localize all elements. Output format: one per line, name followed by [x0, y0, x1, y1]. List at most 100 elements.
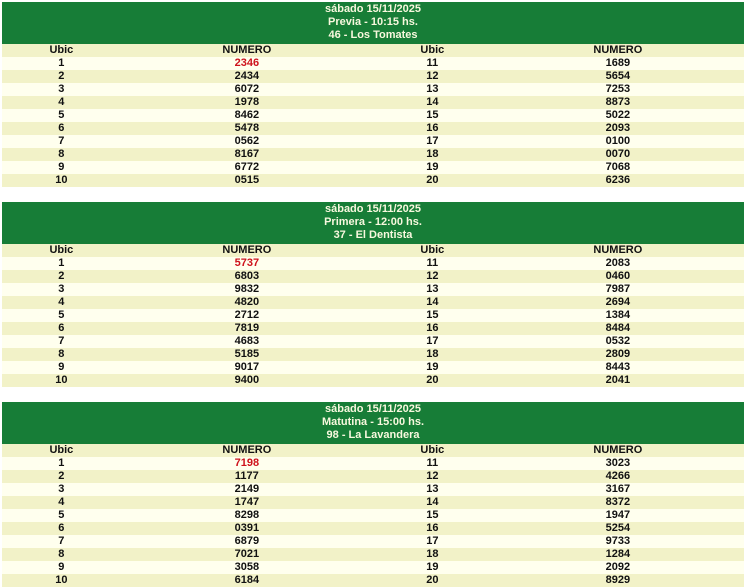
numero-cell: 6803: [234, 270, 260, 282]
numero-cell: 4683: [234, 335, 260, 347]
numero-cell: 2093: [605, 122, 631, 134]
draw-results-body: 1 2346 11 1689 2 2434 12 5654 3 6072 13 7253 4 1978 14…: [2, 57, 744, 187]
col-header-ubic: Ubic: [372, 444, 492, 457]
numero-cell: 0562: [234, 135, 260, 147]
col-header-ubic: Ubic: [2, 244, 121, 257]
ubic-cell: 14: [426, 96, 439, 108]
numero-cell: 6236: [605, 174, 631, 186]
draw-header: sábado 15/11/2025 Matutina - 15:00 hs. 9…: [2, 402, 744, 444]
ubic-cell: 17: [426, 335, 439, 347]
table-row: 4 4820 14 2694: [2, 296, 744, 309]
ubic-cell: 15: [426, 109, 439, 121]
numero-cell: 8443: [605, 361, 631, 373]
numero-cell: 2149: [234, 483, 260, 495]
numero-cell: 6772: [234, 161, 260, 173]
ubic-cell: 10: [55, 374, 68, 386]
table-row: 6 0391 16 5254: [2, 522, 744, 535]
numero-cell: 8929: [605, 574, 631, 586]
ubic-cell: 12: [426, 270, 439, 282]
draw-winner: 98 - La Lavandera: [326, 429, 420, 441]
numero-cell: 6072: [234, 83, 260, 95]
table-row: 4 1978 14 8873: [2, 96, 744, 109]
draw-name: Previa - 10:15 hs.: [328, 16, 418, 28]
numero-cell: 7987: [605, 283, 631, 295]
numero-cell: 8484: [605, 322, 631, 334]
ubic-cell: 20: [426, 174, 439, 186]
numero-cell: 7198: [234, 457, 260, 469]
numero-cell: 2092: [605, 561, 631, 573]
ubic-cell: 14: [426, 296, 439, 308]
numero-cell: 2809: [605, 348, 631, 360]
numero-cell: 9733: [605, 535, 631, 547]
draw-table: sábado 15/11/2025 Previa - 10:15 hs. 46 …: [2, 2, 744, 187]
draw-table: sábado 15/11/2025 Matutina - 15:00 hs. 9…: [2, 402, 744, 587]
ubic-cell: 15: [426, 309, 439, 321]
ubic-cell: 10: [55, 574, 68, 586]
numero-cell: 6879: [234, 535, 260, 547]
numero-cell: 1689: [605, 57, 631, 69]
draw-results-body: 1 5737 11 2083 2 6803 12 0460 3 9832 13 7987 4 4820 14…: [2, 257, 744, 387]
numero-cell: 8298: [234, 509, 260, 521]
ubic-cell: 12: [426, 70, 439, 82]
numero-cell: 4266: [605, 470, 631, 482]
numero-cell: 8167: [234, 148, 260, 160]
ubic-cell: 19: [426, 161, 439, 173]
table-row: 2 6803 12 0460: [2, 270, 744, 283]
ubic-cell: 6: [58, 122, 65, 134]
numero-cell: 5254: [605, 522, 631, 534]
ubic-cell: 16: [426, 322, 439, 334]
numero-cell: 5737: [234, 257, 260, 269]
numero-cell: 0100: [605, 135, 631, 147]
numero-cell: 2694: [605, 296, 631, 308]
table-row: 10 9400 20 2041: [2, 374, 744, 387]
table-row: 2 1177 12 4266: [2, 470, 744, 483]
numero-cell: 0515: [234, 174, 260, 186]
numero-cell: 5478: [234, 122, 260, 134]
ubic-cell: 1: [58, 57, 65, 69]
numero-cell: 2712: [234, 309, 260, 321]
col-header-ubic: Ubic: [2, 44, 121, 57]
numero-cell: 5654: [605, 70, 631, 82]
draw-winner: 37 - El Dentista: [333, 229, 413, 241]
numero-cell: 2434: [234, 70, 260, 82]
table-row: 2 2434 12 5654: [2, 70, 744, 83]
table-row: 3 2149 13 3167: [2, 483, 744, 496]
ubic-cell: 20: [426, 574, 439, 586]
ubic-cell: 8: [58, 548, 65, 560]
table-row: 5 2712 15 1384: [2, 309, 744, 322]
numero-cell: 5185: [234, 348, 260, 360]
table-row: 10 6184 20 8929: [2, 574, 744, 587]
ubic-cell: 8: [58, 348, 65, 360]
ubic-cell: 5: [58, 309, 65, 321]
table-row: 1 5737 11 2083: [2, 257, 744, 270]
numero-cell: 7819: [234, 322, 260, 334]
numero-cell: 8873: [605, 96, 631, 108]
draw-header: sábado 15/11/2025 Primera - 12:00 hs. 37…: [2, 202, 744, 244]
draw-header: sábado 15/11/2025 Previa - 10:15 hs. 46 …: [2, 2, 744, 44]
ubic-cell: 13: [426, 83, 439, 95]
numero-cell: 5022: [605, 109, 631, 121]
numero-cell: 2041: [605, 374, 631, 386]
table-row: 8 8167 18 0070: [2, 148, 744, 161]
ubic-cell: 1: [58, 457, 65, 469]
table-row: 3 9832 13 7987: [2, 283, 744, 296]
table-row: 6 5478 16 2093: [2, 122, 744, 135]
ubic-cell: 10: [55, 174, 68, 186]
ubic-cell: 5: [58, 509, 65, 521]
numero-cell: 1747: [234, 496, 260, 508]
numero-cell: 2346: [234, 57, 260, 69]
draw-table: sábado 15/11/2025 Primera - 12:00 hs. 37…: [2, 202, 744, 387]
ubic-cell: 3: [58, 83, 65, 95]
table-row: 9 9017 19 8443: [2, 361, 744, 374]
table-row: 4 1747 14 8372: [2, 496, 744, 509]
ubic-cell: 9: [58, 561, 65, 573]
ubic-cell: 4: [58, 296, 65, 308]
numero-cell: 7253: [605, 83, 631, 95]
ubic-cell: 14: [426, 496, 439, 508]
table-row: 7 0562 17 0100: [2, 135, 744, 148]
numero-cell: 9400: [234, 374, 260, 386]
ubic-cell: 18: [426, 148, 439, 160]
numero-cell: 1947: [605, 509, 631, 521]
ubic-cell: 15: [426, 509, 439, 521]
table-row: 3 6072 13 7253: [2, 83, 744, 96]
